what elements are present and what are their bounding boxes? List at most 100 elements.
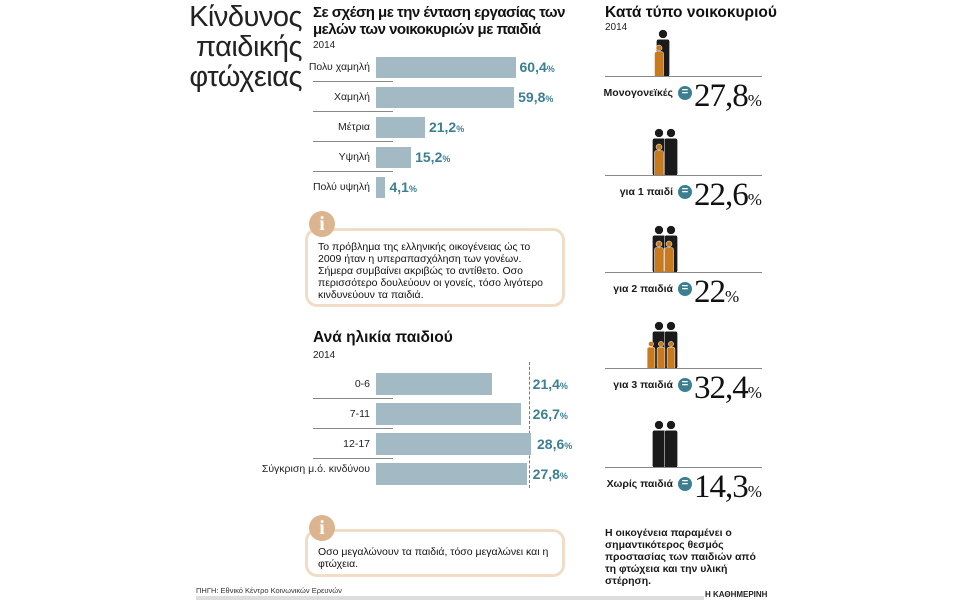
note-text: Η οικογένεια παραμένει ο σημαντικότερος … — [605, 527, 756, 587]
info-icon: i — [309, 211, 335, 237]
chart1-year: 2014 — [313, 40, 336, 51]
value-label: 22,6% — [694, 177, 762, 217]
bar — [376, 373, 492, 395]
category-label: Μονογονεϊκές — [603, 87, 673, 99]
row-divider — [605, 175, 762, 176]
equals-icon: = — [678, 378, 692, 392]
value-number: 26,7 — [532, 406, 560, 422]
equals-icon: = — [678, 477, 692, 491]
value-number: 59,8 — [518, 89, 546, 105]
info-text-2: Οσο μεγαλώνουν τα παιδιά, τόσο μεγαλώνει… — [318, 546, 549, 570]
category-label: Μέτρια — [338, 121, 370, 133]
family-icon — [643, 222, 693, 274]
value-number: 27,8 — [694, 78, 749, 114]
value-number: 32,4 — [694, 370, 749, 406]
unit: % — [546, 64, 555, 74]
brand-logo: Η ΚΑΘΗΜΕΡΙΝΗ — [705, 590, 768, 599]
info-icon: i — [309, 515, 335, 541]
value-label: 4,1% — [389, 179, 416, 195]
row-divider — [313, 81, 393, 82]
category-label: Χαμηλή — [333, 91, 370, 103]
row-divider — [313, 141, 393, 142]
category-label: 7-11 — [349, 408, 370, 420]
category-label: 12-17 — [343, 438, 370, 450]
value-label: 59,8% — [518, 89, 553, 105]
row-divider — [605, 76, 762, 77]
family-icon — [643, 318, 693, 370]
bar — [376, 177, 386, 198]
row-divider — [313, 428, 393, 429]
value-number: 22 — [694, 274, 726, 310]
unit: % — [747, 482, 762, 501]
value-number: 14,3 — [694, 469, 749, 505]
chart2-year: 2014 — [313, 350, 336, 361]
unit: % — [725, 287, 739, 306]
family-icon — [643, 125, 693, 177]
value-label: 26,7% — [533, 406, 568, 422]
bar — [376, 117, 425, 138]
equals-icon: = — [678, 185, 692, 199]
unit: % — [559, 411, 568, 421]
footer-bar — [196, 596, 704, 600]
value-label: 32,4% — [694, 370, 762, 410]
value-number: 28,6 — [537, 436, 565, 452]
value-number: 21,2 — [428, 119, 457, 135]
chart3-year: 2014 — [605, 22, 628, 33]
value-label: 14,3% — [694, 469, 762, 509]
value-number: 4,1 — [389, 179, 409, 195]
row-divider — [313, 111, 393, 112]
category-label: 0-6 — [354, 378, 370, 390]
bar — [376, 433, 531, 455]
unit: % — [442, 154, 451, 164]
family-icon — [643, 417, 693, 468]
info-box-2: Οσο μεγαλώνουν τα παιδιά, τόσο μεγαλώνει… — [305, 529, 565, 577]
unit: % — [408, 184, 417, 194]
category-label: Χωρίς παιδιά — [606, 478, 673, 490]
chart2-title: Ανά ηλικία παιδιού — [313, 329, 453, 346]
equals-icon: = — [678, 282, 692, 296]
value-label: 60,4% — [520, 59, 555, 75]
value-label: 15,2% — [415, 149, 450, 165]
unit: % — [747, 91, 762, 110]
row-divider — [313, 171, 393, 172]
row-divider — [313, 398, 393, 399]
equals-icon: = — [678, 86, 692, 100]
value-number: 60,4 — [519, 59, 547, 75]
unit: % — [545, 94, 554, 104]
bar — [376, 403, 521, 425]
unit: % — [559, 471, 568, 481]
value-label: 22% — [694, 274, 739, 314]
value-label: 28,6% — [537, 436, 572, 452]
bar — [376, 463, 527, 485]
reference-line — [528, 362, 530, 488]
unit: % — [456, 124, 465, 134]
main-title: Κίνδυνος παιδικής φτώχειας — [189, 1, 302, 93]
value-label: 27,8% — [533, 466, 568, 482]
value-number: 15,2 — [415, 149, 443, 165]
chart3-title: Κατά τύπο νοικοκυριού — [605, 4, 777, 21]
row-divider — [605, 272, 762, 273]
row-divider — [313, 458, 393, 459]
chart1-title: Σε σχέση με την ένταση εργασίας των μελώ… — [313, 4, 565, 38]
category-label: για 2 παιδιά — [613, 283, 673, 295]
value-label: 21,2% — [429, 119, 464, 135]
value-number: 21,4 — [532, 376, 560, 392]
unit: % — [747, 383, 762, 402]
family-icon — [643, 26, 693, 78]
source-text: ΠΗΓΗ: Εθνικό Κέντρο Κοινωνικών Ερευνών — [196, 586, 342, 595]
value-label: 21,4% — [533, 376, 568, 392]
info-text-1: Το πρόβλημα της ελληνικής οικογένειας ώς… — [318, 241, 544, 301]
unit: % — [564, 441, 573, 451]
value-label: 27,8% — [694, 78, 762, 118]
bar — [376, 87, 515, 108]
category-label: Πολύ υψηλή — [312, 181, 370, 193]
category-label: Υψηλή — [338, 151, 370, 163]
category-label: για 3 παιδιά — [613, 379, 673, 391]
unit: % — [747, 190, 762, 209]
category-label: Πολυ χαμηλή — [308, 61, 370, 73]
row-divider — [605, 368, 762, 369]
bar — [376, 147, 412, 168]
bar — [376, 57, 516, 78]
value-number: 22,6 — [694, 177, 749, 213]
info-box-1: Το πρόβλημα της ελληνικής οικογένειας ώς… — [305, 228, 565, 307]
